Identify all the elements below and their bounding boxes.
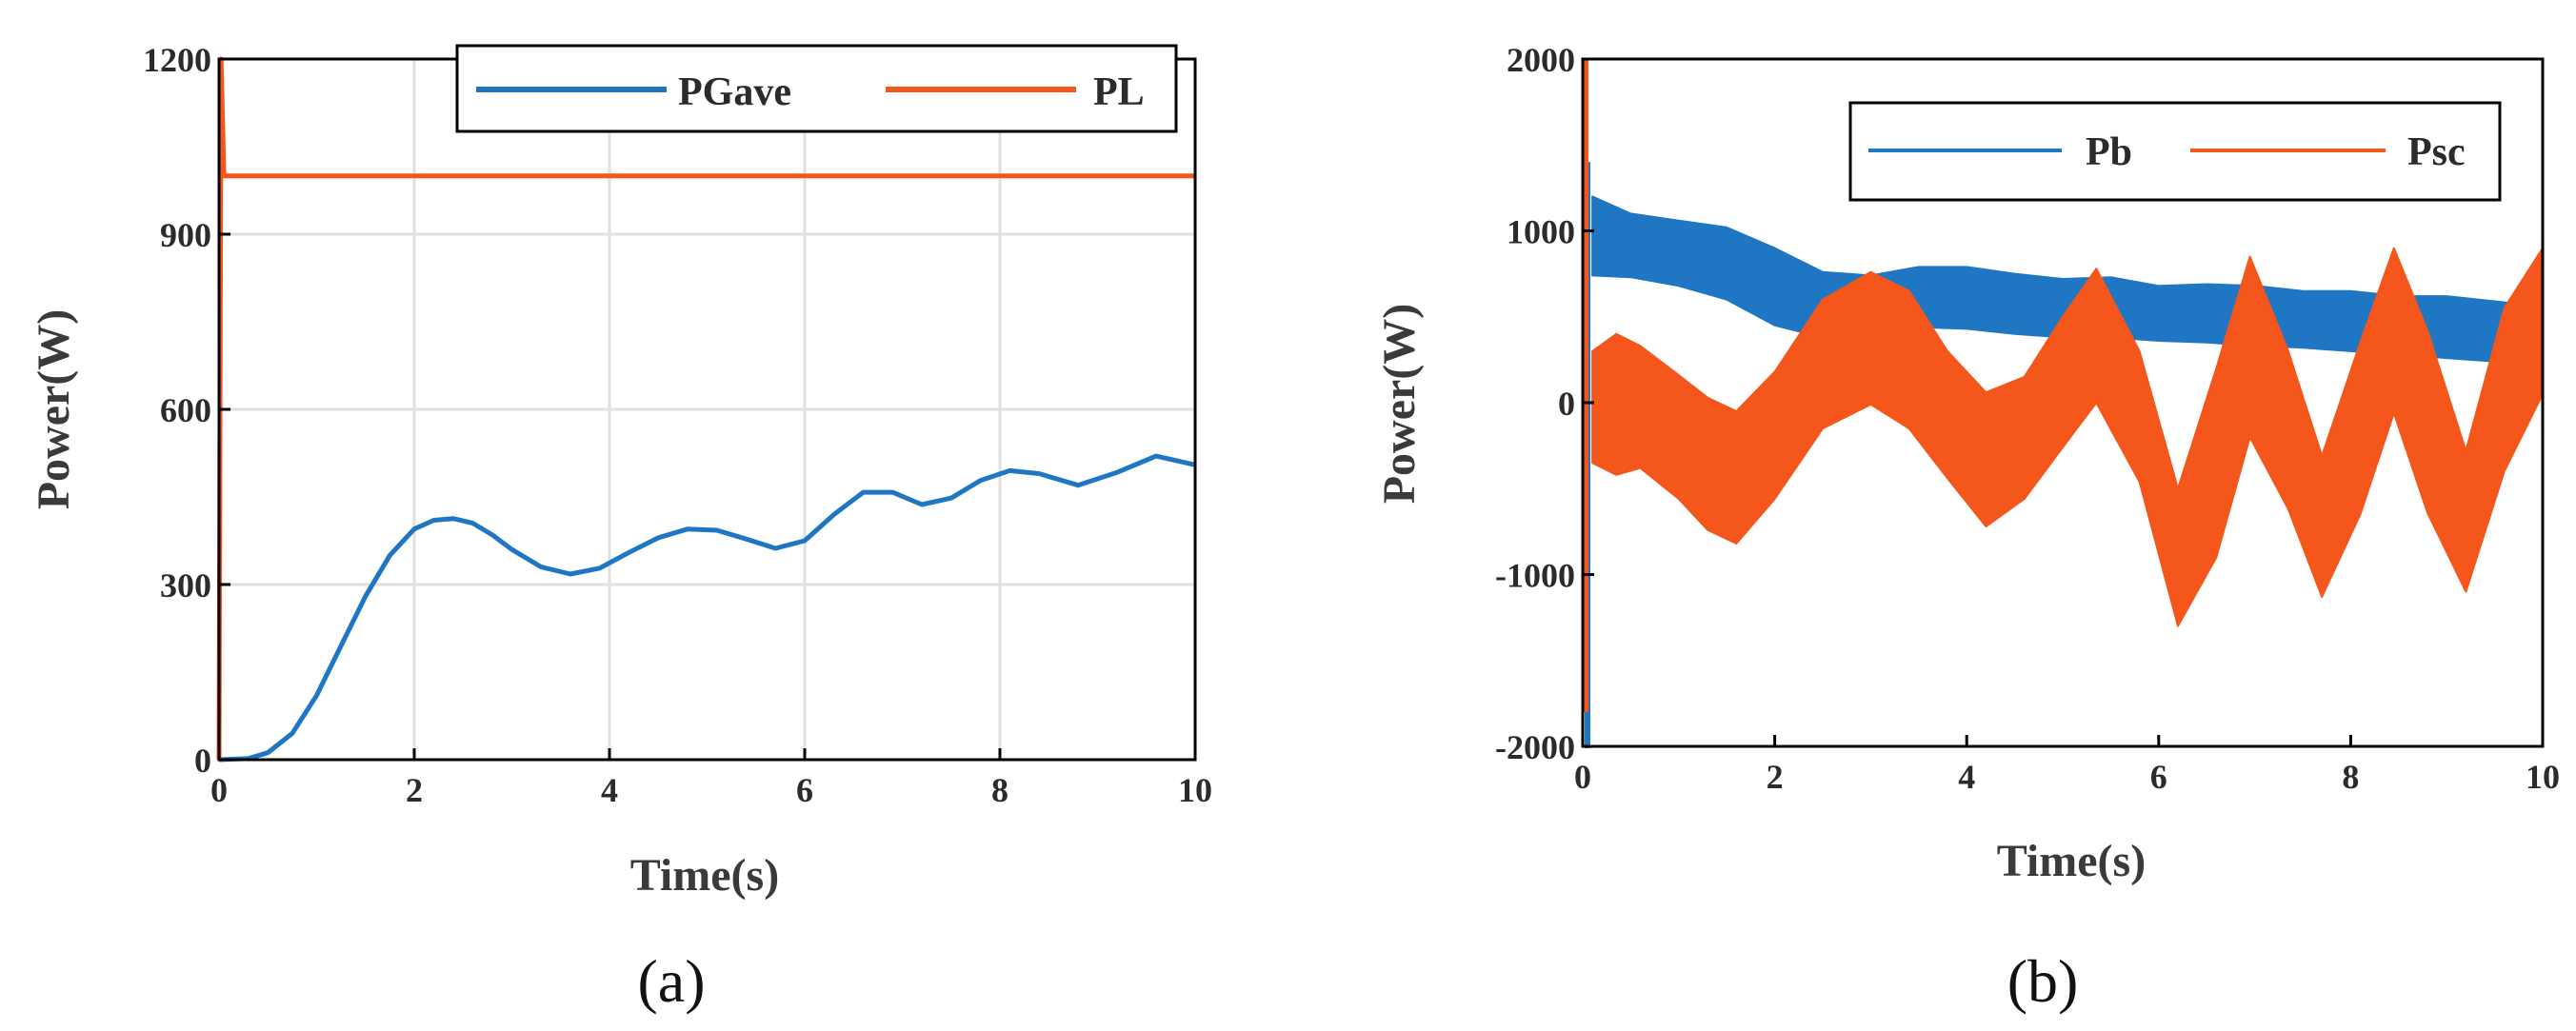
grid-lines-a [219,59,1195,760]
legend-label-pb: Pb [2086,130,2132,174]
legend-label-pgave: PGave [678,70,791,114]
legend-label-psc: Psc [2407,130,2466,174]
x-tick-label-0: 0 [1574,758,1591,796]
x-tick-label-3: 6 [2150,758,2167,796]
legend-label-pl: PL [1093,70,1145,114]
legend-b: Pb Psc [1848,101,2502,202]
x-tick-label-1: 2 [406,771,423,809]
y-axis-label-a: Power(W) [29,309,79,510]
y-tick-label-1: -1000 [1495,557,1575,595]
y-tick-label-3: 1000 [1507,213,1575,251]
x-tick-label-0: 0 [210,771,228,809]
ticks-b: 0 2 4 6 8 10 -2000 -1000 0 1000 2000 [1495,41,2560,796]
x-axis-label-b: Time(s) [1997,836,2146,886]
chart-panel-a: 0 2 4 6 8 10 0 300 600 900 1200 PGave PL Time(s) P… [29,41,1212,1015]
panel-label-a: (a) [637,947,705,1015]
y-tick-label-4: 1200 [143,41,211,79]
x-tick-label-5: 10 [2526,758,2560,796]
panel-label-b: (b) [2007,947,2079,1015]
chart-panel-b: 0 2 4 6 8 10 -2000 -1000 0 1000 2000 Pb Psc Time(s… [1374,41,2560,1015]
legend-a: PGave PL [455,44,1178,133]
x-tick-label-1: 2 [1767,758,1784,796]
y-axis-label-b: Power(W) [1374,304,1425,505]
x-tick-label-5: 10 [1178,771,1212,809]
x-axis-label-a: Time(s) [630,850,779,901]
x-tick-label-4: 8 [2342,758,2359,796]
series-line-pgave [218,453,1196,763]
y-tick-label-2: 0 [1558,385,1575,423]
x-tick-label-2: 4 [1958,758,1975,796]
y-tick-label-3: 900 [160,216,211,254]
y-tick-label-0: 0 [194,742,211,780]
y-tick-label-0: -2000 [1495,728,1575,766]
ticks-a: 0 2 4 6 8 10 0 300 600 900 1200 [143,41,1212,809]
x-tick-label-2: 4 [601,771,618,809]
y-tick-label-2: 600 [160,391,211,429]
x-tick-label-3: 6 [796,771,813,809]
x-tick-label-4: 8 [991,771,1008,809]
y-tick-label-1: 300 [160,566,211,605]
y-tick-label-4: 2000 [1507,41,1575,79]
series-group-b [1583,59,2544,748]
